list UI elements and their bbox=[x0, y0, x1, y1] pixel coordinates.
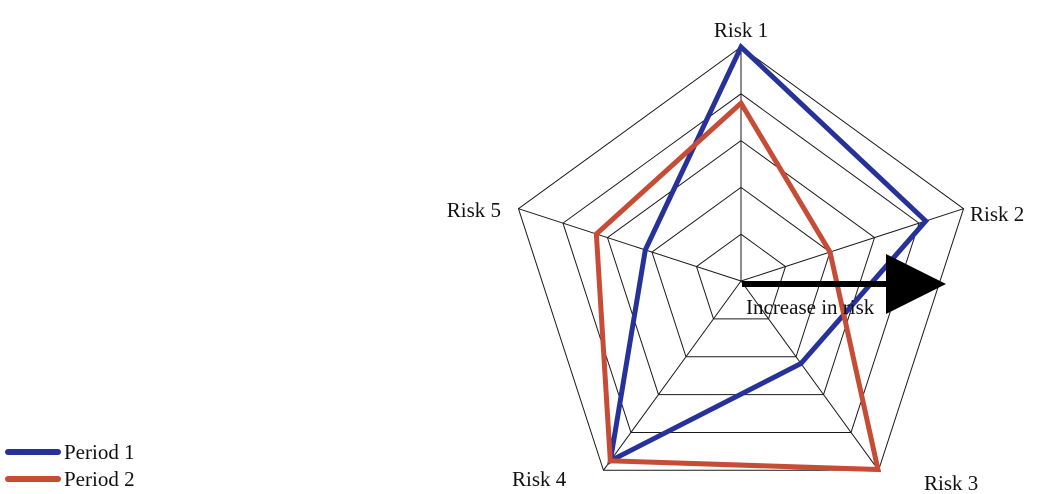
radar-spokes bbox=[518, 47, 964, 471]
axis-label-4: Risk 4 bbox=[512, 467, 567, 491]
axis-label-3: Risk 3 bbox=[924, 471, 978, 494]
axis-label-1: Risk 1 bbox=[714, 18, 768, 42]
axis-spoke-2 bbox=[740, 208, 964, 282]
axis-label-2: Risk 2 bbox=[970, 202, 1024, 226]
legend-label-1: Period 1 bbox=[64, 440, 135, 464]
axis-spoke-3 bbox=[740, 280, 879, 471]
grid-ring-4 bbox=[562, 93, 920, 433]
series-line-2 bbox=[593, 99, 882, 473]
grid-ring-1 bbox=[695, 233, 787, 320]
legend: Period 1 Period 2 bbox=[5, 440, 135, 491]
series-line-1 bbox=[607, 42, 930, 466]
legend-label-2: Period 2 bbox=[64, 467, 135, 491]
increase-in-risk-annotation: Increase in risk bbox=[742, 254, 946, 319]
increase-in-risk-label: Increase in risk bbox=[746, 295, 875, 319]
grid-ring-2 bbox=[651, 186, 831, 358]
grid-ring-5 bbox=[517, 46, 965, 471]
series-layer bbox=[593, 42, 930, 473]
axis-spoke-5 bbox=[518, 208, 742, 282]
axis-spoke-4 bbox=[603, 280, 742, 471]
axis-labels: Risk 1 Risk 2 Risk 3 Risk 4 Risk 5 bbox=[447, 18, 1025, 494]
axis-label-5: Risk 5 bbox=[447, 198, 501, 222]
